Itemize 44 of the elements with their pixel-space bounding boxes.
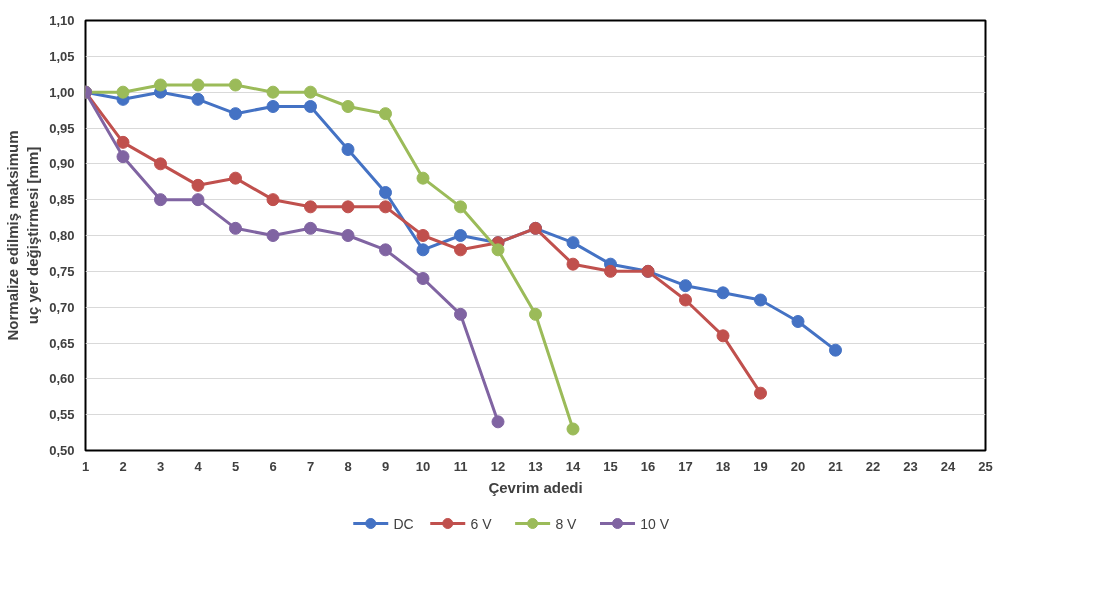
y-tick-label: 0,50 [49,443,75,458]
x-tick-label: 20 [790,458,806,474]
x-tick-label: 17 [678,458,693,474]
x-tick-label: 3 [156,458,165,474]
x-tick-label: 1 [81,458,90,474]
x-tick-label: 10 [415,458,431,474]
x-tick-label: 19 [753,458,768,474]
y-tick-label: 0,85 [49,192,75,208]
y-tick-label: 0,80 [49,228,75,243]
y-tick-label: 1,05 [49,48,75,64]
x-tick-label: 2 [119,458,127,474]
x-tick-label: 11 [453,458,468,474]
y-tick-label: 0,90 [49,156,75,172]
y-tick-label: 0,55 [49,407,75,423]
x-tick-label: 13 [528,458,543,474]
y-tick-label: 0,95 [49,120,75,136]
legend-label: 10 V [640,515,670,532]
legend-label: 6 V [470,515,493,532]
x-tick-label: 6 [269,458,277,474]
x-axis-title: Çevrim adedi [488,478,583,496]
x-tick-label: 25 [978,458,993,474]
y-axis-title: Normalize edilmiş maksimum uç yer değiştirmesi [mm] [3,130,42,341]
y-tick-label: 1,10 [49,13,75,28]
x-tick-label: 4 [194,458,203,474]
x-tick-label: 7 [306,458,315,474]
y-tick-label: 0,60 [49,371,75,387]
x-tick-label: 9 [381,458,390,474]
x-tick-label: 18 [715,458,731,474]
legend-label: DC [393,515,414,532]
x-tick-label: 23 [903,458,918,474]
x-tick-label: 22 [865,458,881,474]
x-tick-label: 8 [344,458,352,474]
legend-label: 8 V [555,515,578,532]
y-tick-label: 1,00 [49,84,75,100]
x-tick-label: 16 [640,458,656,474]
y-tick-label: 0,75 [49,263,75,279]
x-tick-label: 12 [490,458,506,474]
x-tick-label: 24 [940,458,956,474]
x-tick-label: 21 [828,458,843,474]
x-tick-label: 14 [565,458,581,474]
y-tick-label: 0,70 [49,299,75,315]
x-tick-label: 5 [231,458,240,474]
x-tick-label: 15 [603,458,618,474]
y-tick-label: 0,65 [49,335,75,351]
